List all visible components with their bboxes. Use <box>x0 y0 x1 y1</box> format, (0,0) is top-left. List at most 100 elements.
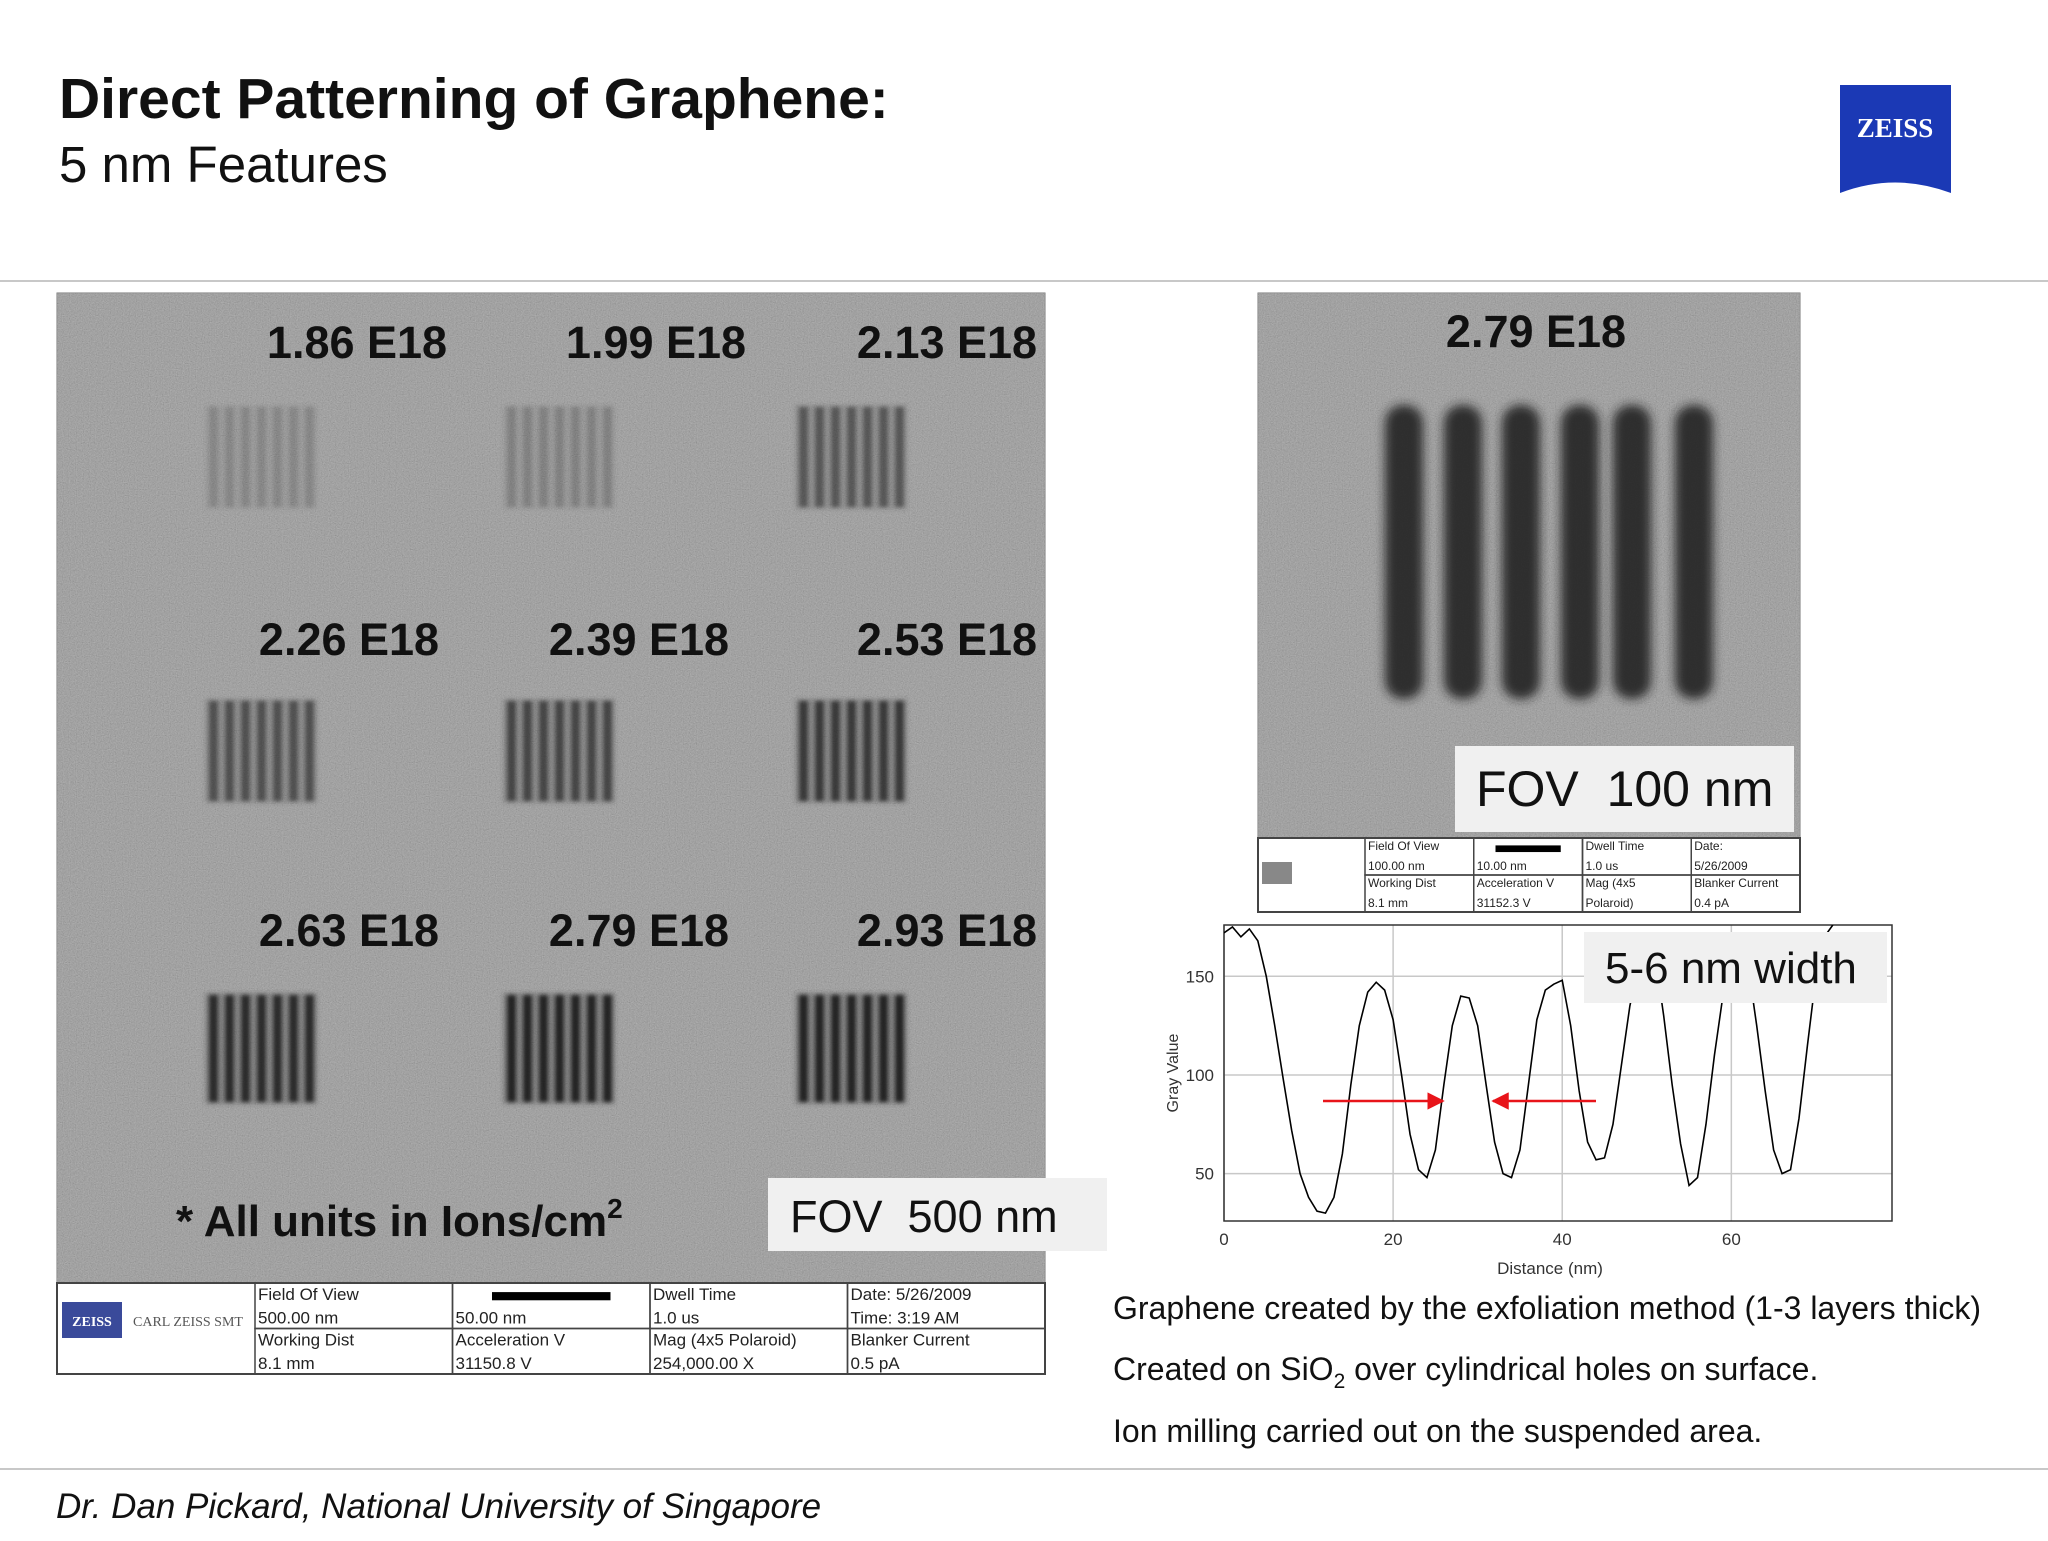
info-value: Time: 3:19 AM <box>851 1309 960 1328</box>
stripe <box>305 701 314 801</box>
dose-label: 2.93 E18 <box>857 905 1037 956</box>
stripe <box>507 407 516 507</box>
pattern <box>503 699 615 803</box>
info-label: Blanker Current <box>851 1331 970 1350</box>
pattern <box>795 993 907 1104</box>
info-value: 31152.3 V <box>1477 896 1531 910</box>
info-value: 0.5 pA <box>851 1354 901 1373</box>
bar-logo <box>62 1302 122 1338</box>
pattern <box>503 405 615 509</box>
stripe <box>523 407 532 507</box>
stripe <box>863 995 872 1102</box>
dose-label: 2.63 E18 <box>259 905 439 956</box>
info-label: Field Of View <box>258 1285 360 1304</box>
content: 1.86 E18 1.99 E18 2.13 E18 2.26 E18 2.39 E18… <box>56 292 1981 1449</box>
stripe <box>305 995 314 1102</box>
stripe <box>273 407 282 507</box>
fov-box <box>1455 746 1794 832</box>
info-label: Acceleration V <box>1477 876 1554 890</box>
stripe <box>241 701 250 801</box>
info-value: 1.0 us <box>1586 859 1619 873</box>
annotation-box <box>1584 932 1887 1003</box>
info-label: Acceleration V <box>456 1331 566 1350</box>
bullet: Graphene created by the exfoliation meth… <box>1113 1290 1981 1326</box>
info-value: 10.00 nm <box>1477 859 1527 873</box>
info-label: Working Dist <box>1368 876 1436 890</box>
stripe <box>831 995 840 1102</box>
info-value: Polaroid) <box>1586 896 1634 910</box>
stripe <box>799 701 808 801</box>
info-value: 8.1 mm <box>1368 896 1408 910</box>
stripe <box>209 407 218 507</box>
stripe <box>523 995 532 1102</box>
stripe <box>799 995 808 1102</box>
stripe <box>257 407 266 507</box>
logo <box>1840 85 1951 193</box>
stripe <box>587 701 596 801</box>
stripe <box>555 995 564 1102</box>
stripe <box>895 701 904 801</box>
y-tick-label: 50 <box>1195 1165 1214 1184</box>
info-value: 8.1 mm <box>258 1354 315 1373</box>
stripe <box>815 701 824 801</box>
stripe <box>241 407 250 507</box>
stripe <box>289 407 298 507</box>
stripe <box>1502 405 1540 699</box>
info-cell <box>846 1327 1046 1375</box>
info-label: Mag (4x5 <box>1586 876 1636 890</box>
info-value: 50.00 nm <box>456 1309 527 1328</box>
stripe <box>273 701 282 801</box>
stripe <box>895 407 904 507</box>
stripe <box>539 407 548 507</box>
bullet: Ion milling carried out on the suspended… <box>1113 1413 1762 1449</box>
units-note-sup: 2 <box>607 1193 623 1224</box>
y-axis-label: Gray Value <box>1165 1033 1182 1112</box>
pattern <box>205 699 317 803</box>
stripe <box>847 701 856 801</box>
stripe <box>257 995 266 1102</box>
pattern <box>205 405 317 509</box>
dose-label: 2.79 E18 <box>549 905 729 956</box>
info-value: 31150.8 V <box>456 1354 533 1373</box>
stripe <box>225 407 234 507</box>
stripe <box>571 995 580 1102</box>
stripe <box>863 701 872 801</box>
stripe <box>507 701 516 801</box>
fov-box <box>768 1178 1107 1251</box>
info-value: 254,000.00 X <box>653 1354 754 1373</box>
bullet-text: Graphene created by the exfoliation meth… <box>1113 1290 1981 1326</box>
stripe <box>587 407 596 507</box>
stripe <box>847 995 856 1102</box>
bar-logo-text: ZEISS <box>72 1315 112 1330</box>
info-label: Blanker Current <box>1694 876 1779 890</box>
y-tick-label: 100 <box>1186 1066 1214 1085</box>
annotation: 5-6 nm width <box>1605 944 1857 993</box>
info-value: 1.0 us <box>653 1309 699 1328</box>
bullet-sub: 2 <box>1334 1370 1346 1393</box>
stripe <box>603 995 612 1102</box>
stripe <box>603 701 612 801</box>
info-value: 0.4 pA <box>1694 896 1729 910</box>
pattern <box>205 993 317 1104</box>
y-tick-label: 150 <box>1186 967 1214 986</box>
bullet: Created on SiO2 over cylindrical holes o… <box>1113 1351 1818 1393</box>
stripe <box>1613 405 1651 699</box>
stripe <box>555 701 564 801</box>
stripe <box>289 701 298 801</box>
info-value: 100.00 nm <box>1368 859 1425 873</box>
bar-company: CARL ZEISS SMT <box>133 1315 243 1330</box>
stripe <box>895 995 904 1102</box>
info-label: Dwell Time <box>653 1285 736 1304</box>
x-axis-label: Distance (nm) <box>1497 1259 1603 1278</box>
title: Direct Patterning of Graphene: <box>59 67 889 131</box>
stripe <box>273 995 282 1102</box>
stripe <box>257 701 266 801</box>
stripe <box>305 407 314 507</box>
units-note: * All units in Ions/cm2 <box>176 1193 623 1246</box>
stripe <box>587 995 596 1102</box>
info-label: Date: <box>1694 839 1723 853</box>
scale-bar <box>492 1292 611 1301</box>
stripe <box>241 995 250 1102</box>
